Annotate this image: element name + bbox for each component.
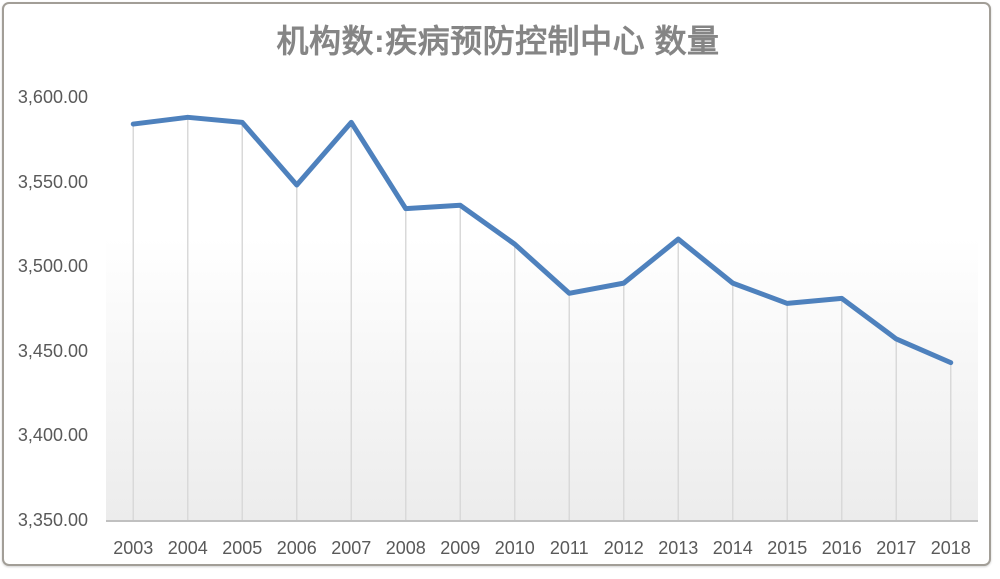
x-axis-tick-label: 2018 bbox=[930, 538, 971, 558]
y-axis-tick-label: 3,500.00 bbox=[17, 256, 88, 277]
x-axis-tick-label: 2005 bbox=[222, 538, 263, 558]
x-axis-tick-label: 2008 bbox=[385, 538, 426, 558]
x-axis-tick-label: 2011 bbox=[549, 538, 589, 558]
x-axis-tick-label: 2004 bbox=[167, 538, 208, 558]
chart-title: 机构数:疾病预防控制中心 数量 bbox=[276, 23, 720, 59]
y-axis-tick-label: 3,400.00 bbox=[17, 425, 88, 446]
y-axis-tick-label: 3,550.00 bbox=[17, 171, 88, 192]
x-axis-tick-label: 2016 bbox=[821, 538, 862, 558]
x-axis-tick-label: 2003 bbox=[113, 538, 154, 558]
x-axis-tick-label: 2010 bbox=[494, 538, 535, 558]
x-axis-tick-label: 2012 bbox=[603, 538, 644, 558]
x-axis-tick-label: 2007 bbox=[331, 538, 372, 558]
x-axis-tick-label: 2006 bbox=[276, 538, 317, 558]
y-axis-tick-label: 3,600.00 bbox=[17, 87, 88, 107]
x-axis-tick-label: 2009 bbox=[440, 538, 481, 558]
x-axis-tick-label: 2013 bbox=[658, 538, 699, 558]
y-axis-tick-label: 3,450.00 bbox=[17, 340, 88, 361]
x-axis-tick-label: 2017 bbox=[876, 538, 917, 558]
chart-window-frame bbox=[2, 2, 991, 566]
x-axis-tick-label: 2015 bbox=[767, 538, 808, 558]
y-axis-tick-label: 3,350.00 bbox=[17, 510, 88, 530]
x-axis-tick-label: 2014 bbox=[712, 538, 753, 558]
